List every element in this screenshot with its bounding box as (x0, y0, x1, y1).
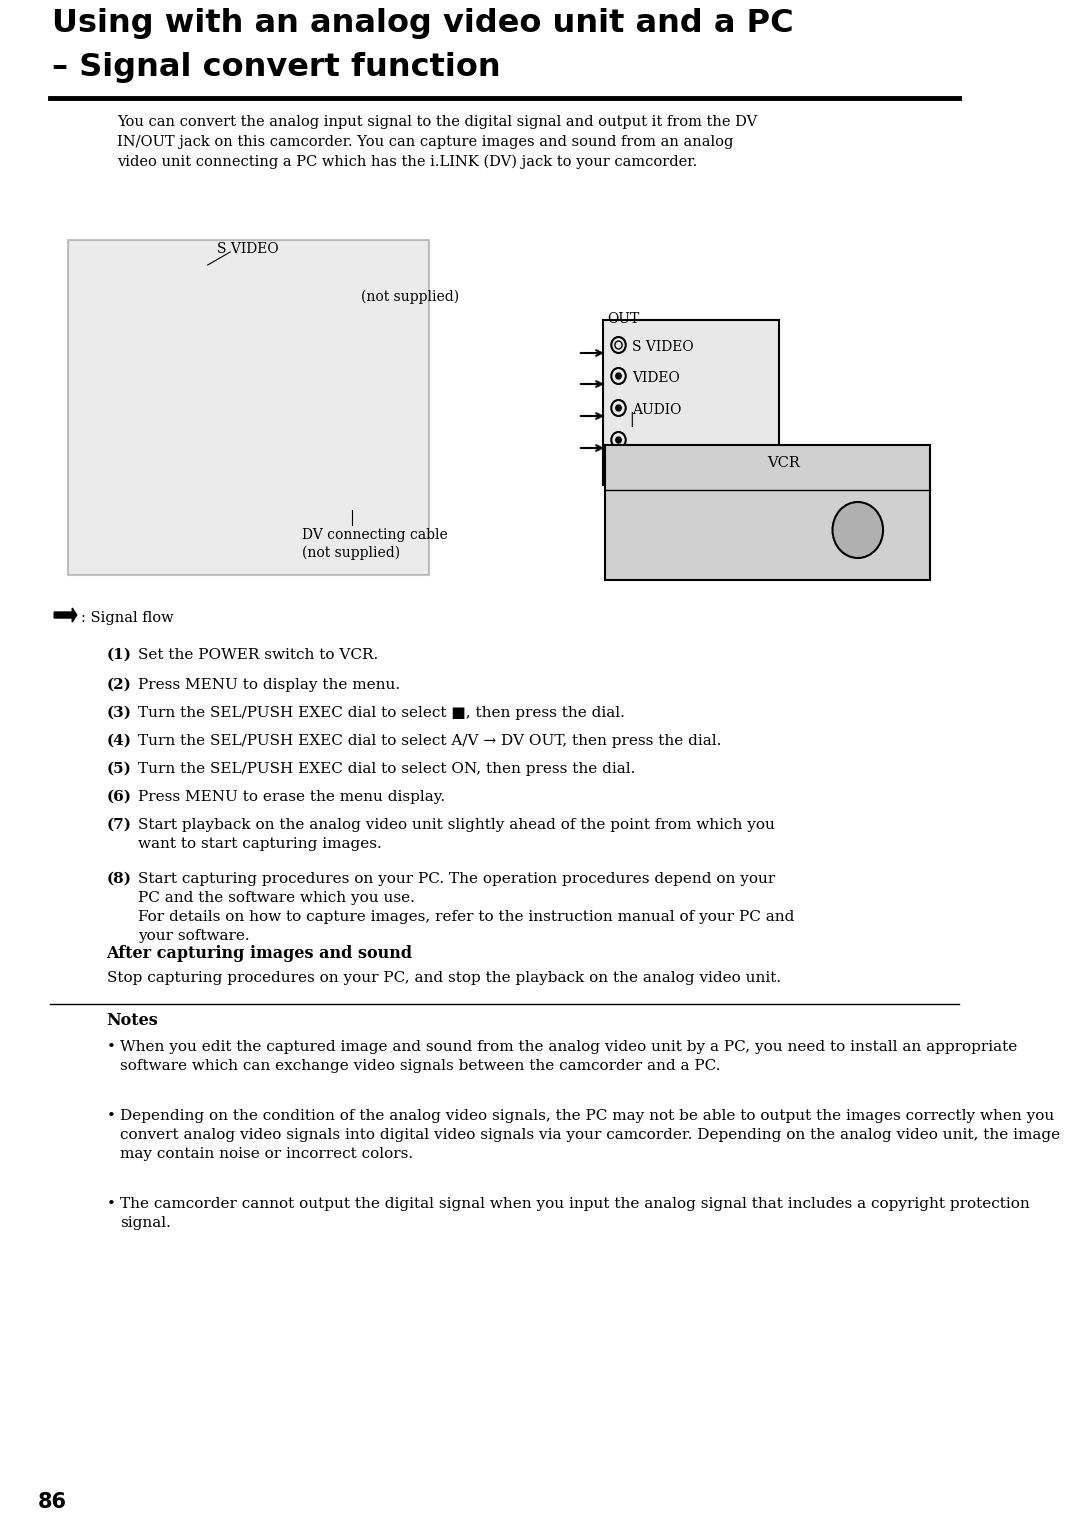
Text: (1): (1) (107, 648, 132, 662)
Text: (not supplied): (not supplied) (302, 545, 401, 561)
Text: (6): (6) (107, 790, 132, 804)
Text: Start playback on the analog video unit slightly ahead of the point from which y: Start playback on the analog video unit … (138, 817, 775, 851)
Text: The camcorder cannot output the digital signal when you input the analog signal : The camcorder cannot output the digital … (120, 1196, 1030, 1230)
Text: (5): (5) (107, 762, 132, 776)
Text: Press MENU to display the menu.: Press MENU to display the menu. (138, 678, 401, 692)
Bar (605, 445, 930, 581)
Text: •: • (107, 1041, 116, 1054)
Bar (603, 319, 780, 484)
Text: Turn the SEL/PUSH EXEC dial to select ■, then press the dial.: Turn the SEL/PUSH EXEC dial to select ■,… (138, 706, 625, 720)
Text: S VIDEO: S VIDEO (632, 341, 693, 354)
Text: Depending on the condition of the analog video signals, the PC may not be able t: Depending on the condition of the analog… (120, 1109, 1061, 1161)
Text: Stop capturing procedures on your PC, and stop the playback on the analog video : Stop capturing procedures on your PC, an… (107, 970, 781, 986)
Text: Turn the SEL/PUSH EXEC dial to select ON, then press the dial.: Turn the SEL/PUSH EXEC dial to select ON… (138, 762, 635, 776)
Text: VCR: VCR (768, 455, 800, 471)
Text: 86: 86 (38, 1491, 67, 1513)
Text: S VIDEO: S VIDEO (217, 241, 279, 257)
Bar (68, 240, 429, 575)
Circle shape (616, 437, 621, 443)
Text: Notes: Notes (107, 1012, 159, 1028)
Text: (3): (3) (107, 706, 132, 720)
Text: •: • (107, 1109, 116, 1123)
Text: When you edit the captured image and sound from the analog video unit by a PC, y: When you edit the captured image and sou… (120, 1041, 1017, 1073)
Text: (7): (7) (107, 817, 132, 833)
Circle shape (616, 373, 621, 379)
Text: Start capturing procedures on your PC. The operation procedures depend on your
P: Start capturing procedures on your PC. T… (138, 872, 795, 943)
Text: After capturing images and sound: After capturing images and sound (107, 944, 413, 963)
Text: Using with an analog video unit and a PC: Using with an analog video unit and a PC (52, 8, 794, 40)
Text: You can convert the analog input signal to the digital signal and output it from: You can convert the analog input signal … (118, 115, 758, 168)
Text: DV connecting cable: DV connecting cable (302, 529, 448, 542)
Text: (not supplied): (not supplied) (361, 290, 459, 304)
Text: Press MENU to erase the menu display.: Press MENU to erase the menu display. (138, 790, 445, 804)
Text: – Signal convert function: – Signal convert function (52, 52, 501, 83)
Circle shape (616, 405, 621, 411)
Text: (4): (4) (107, 733, 132, 749)
Text: VIDEO: VIDEO (632, 371, 679, 385)
Text: Turn the SEL/PUSH EXEC dial to select A/V → DV OUT, then press the dial.: Turn the SEL/PUSH EXEC dial to select A/… (138, 733, 721, 749)
Text: •: • (107, 1196, 116, 1212)
Text: |: | (630, 413, 634, 426)
Text: (2): (2) (107, 678, 132, 692)
Polygon shape (54, 608, 77, 622)
Text: (8): (8) (107, 872, 132, 886)
Text: AUDIO: AUDIO (632, 403, 681, 417)
Text: Set the POWER switch to VCR.: Set the POWER switch to VCR. (138, 648, 378, 662)
Circle shape (833, 503, 883, 558)
Text: : Signal flow: : Signal flow (81, 611, 174, 625)
Text: OUT: OUT (607, 312, 639, 325)
